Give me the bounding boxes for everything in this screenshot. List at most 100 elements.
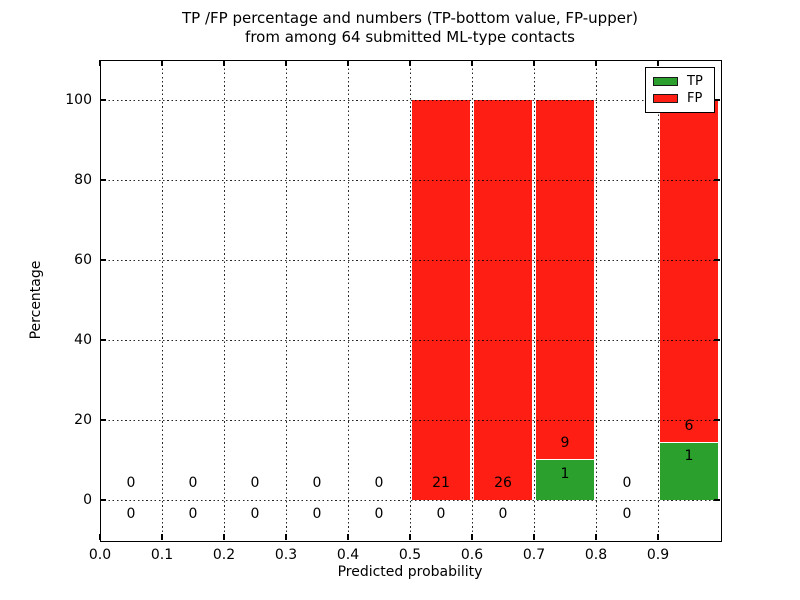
x-tick	[471, 534, 473, 540]
bar-segment-tp	[535, 460, 595, 500]
bar-count-label-tp: 0	[498, 505, 508, 522]
chart-title-line1: TP /FP percentage and numbers (TP-bottom…	[182, 9, 638, 27]
y-tick-label: 60	[74, 252, 92, 268]
x-tick-label: 0.1	[150, 547, 174, 563]
x-tick-top	[471, 60, 473, 66]
bar-segment-tp	[659, 442, 719, 500]
bar-count-label-tp: 0	[312, 505, 322, 522]
x-tick-label: 0.0	[88, 547, 112, 563]
y-tick-right	[714, 179, 720, 181]
bar-count-label-fp: 9	[560, 435, 570, 452]
x-tick-label: 0.8	[584, 547, 608, 563]
x-tick-label: 0.2	[212, 547, 236, 563]
gridline-y	[100, 179, 720, 181]
gridline-x	[595, 60, 597, 540]
x-tick	[347, 534, 349, 540]
gridline-x	[533, 60, 535, 540]
y-tick-right	[714, 259, 720, 261]
legend-swatch-tp-icon	[653, 76, 678, 86]
y-tick-label: 20	[74, 412, 92, 428]
chart-title-line2: from among 64 submitted ML-type contacts	[245, 28, 575, 46]
gridline-x	[471, 60, 473, 540]
y-tick	[100, 99, 106, 101]
x-tick-top	[223, 60, 225, 66]
bar-count-label-fp: 0	[374, 475, 384, 492]
legend: TP FP	[645, 67, 715, 113]
legend-label-tp: TP	[687, 73, 703, 89]
bar-count-label-fp: 21	[432, 475, 450, 492]
bar-count-label-tp: 1	[684, 448, 694, 465]
x-tick-label: 0.5	[398, 547, 422, 563]
y-tick	[100, 419, 106, 421]
y-tick-label: 80	[74, 172, 92, 188]
bar-segment-fp	[411, 100, 471, 500]
bar-count-label-tp: 0	[188, 505, 198, 522]
gridline-x	[409, 60, 411, 540]
x-tick-top	[533, 60, 535, 66]
x-tick-top	[161, 60, 163, 66]
x-tick-label: 0.7	[522, 547, 546, 563]
gridline-x	[657, 60, 659, 540]
x-tick	[223, 534, 225, 540]
bar-count-label-fp: 0	[250, 475, 260, 492]
legend-label-fp: FP	[687, 91, 703, 107]
gridline-x	[223, 60, 225, 540]
bar-count-label-tp: 0	[436, 505, 446, 522]
bar-count-label-tp: 1	[560, 465, 570, 482]
legend-swatch-fp-icon	[653, 94, 678, 104]
bar-count-label-tp: 0	[374, 505, 384, 522]
bar-segment-fp	[535, 100, 595, 460]
x-tick-label: 0.3	[274, 547, 298, 563]
gridline-y	[100, 259, 720, 261]
x-tick-label: 0.9	[646, 547, 670, 563]
x-tick-label: 0.6	[460, 547, 484, 563]
bar-segment-fp	[659, 100, 719, 443]
x-tick-label: 0.4	[336, 547, 360, 563]
y-tick	[100, 339, 106, 341]
bar-count-label-fp: 0	[312, 475, 322, 492]
gridline-y	[100, 419, 720, 421]
y-tick-label: 100	[65, 92, 92, 108]
bar-count-label-tp: 0	[250, 505, 260, 522]
x-tick	[99, 534, 101, 540]
x-tick	[595, 534, 597, 540]
x-tick	[657, 534, 659, 540]
chart-title: TP /FP percentage and numbers (TP-bottom…	[100, 9, 720, 47]
gridline-y	[100, 339, 720, 341]
x-tick	[533, 534, 535, 540]
y-axis-label: Percentage	[28, 260, 44, 340]
bar-count-label-tp: 0	[126, 505, 136, 522]
y-tick	[100, 179, 106, 181]
x-tick-top	[409, 60, 411, 66]
y-tick-label: 40	[74, 332, 92, 348]
bar-segment-fp	[473, 100, 533, 500]
bar-count-label-fp: 0	[622, 475, 632, 492]
x-tick	[285, 534, 287, 540]
x-tick	[409, 534, 411, 540]
bar-count-label-fp: 26	[494, 475, 512, 492]
x-tick-top	[595, 60, 597, 66]
gridline-x	[285, 60, 287, 540]
x-tick-top	[347, 60, 349, 66]
x-tick-top	[657, 60, 659, 66]
gridline-y	[100, 99, 720, 101]
bar-count-label-tp: 0	[622, 505, 632, 522]
x-tick	[161, 534, 163, 540]
gridline-x	[347, 60, 349, 540]
y-tick	[100, 499, 106, 501]
plot-area	[100, 60, 722, 542]
y-tick-right	[714, 419, 720, 421]
y-tick-label: 0	[83, 492, 92, 508]
gridline-x	[161, 60, 163, 540]
legend-item-tp: TP	[653, 75, 707, 88]
y-tick-right	[714, 99, 720, 101]
x-tick-top	[99, 60, 101, 66]
y-tick-right	[714, 499, 720, 501]
bar-count-label-fp: 0	[126, 475, 136, 492]
bar-count-label-fp: 6	[684, 418, 694, 434]
x-axis-label: Predicted probability	[337, 564, 483, 580]
x-tick-top	[285, 60, 287, 66]
gridline-y	[100, 499, 720, 501]
y-tick-right	[714, 339, 720, 341]
